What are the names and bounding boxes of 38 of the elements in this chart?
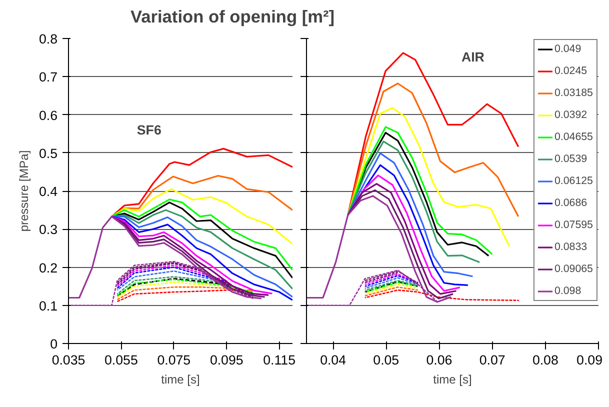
x-tick-label: 0.09 <box>576 352 603 368</box>
x-tick-label: 0.055 <box>104 352 138 368</box>
y-axis-title: pressure [MPa] <box>16 150 31 232</box>
legend-label: 0.06125 <box>554 175 593 187</box>
x-tick-label: 0.08 <box>532 352 558 368</box>
x-axis-title: time [s] <box>433 372 472 386</box>
annotation: AIR <box>461 49 485 64</box>
legend-label: 0.03185 <box>554 87 593 99</box>
y-tick-label: 0.4 <box>38 184 58 199</box>
legend-label: 0.0539 <box>554 153 588 165</box>
x-tick-label: 0.095 <box>210 352 244 368</box>
legend-label: 0.098 <box>554 285 582 297</box>
legend-label: 0.0245 <box>554 65 588 77</box>
legend-label: 0.0392 <box>554 109 588 121</box>
legend-label: 0.0686 <box>554 197 588 209</box>
chart-title: Variation of opening [m²] <box>130 6 335 26</box>
x-tick-label: 0.075 <box>157 352 191 368</box>
y-tick-label: 0.8 <box>38 32 58 46</box>
y-tick-label: 0 <box>50 336 58 352</box>
y-tick-label: 0.7 <box>38 70 58 85</box>
x-axis-title: time [s] <box>161 372 200 386</box>
legend-label: 0.049 <box>554 43 582 55</box>
y-tick-label: 0.1 <box>38 298 58 314</box>
x-tick-label: 0.035 <box>52 352 86 368</box>
x-tick-label: 0.04 <box>320 352 347 368</box>
x-tick-label: 0.07 <box>479 352 506 368</box>
legend-label: 0.09065 <box>554 263 593 275</box>
y-tick-label: 0.6 <box>38 108 58 123</box>
legend-label: 0.07595 <box>554 219 593 231</box>
x-tick-label: 0.06 <box>426 352 452 368</box>
y-tick-label: 0.3 <box>38 222 58 238</box>
y-tick-label: 0.5 <box>38 146 58 161</box>
legend-label: 0.0833 <box>554 241 588 253</box>
x-tick-label: 0.05 <box>373 352 400 368</box>
x-tick-label: 0.115 <box>263 352 296 368</box>
y-tick-label: 0.2 <box>38 260 58 276</box>
legend-label: 0.04655 <box>554 131 593 143</box>
annotation: SF6 <box>136 122 162 138</box>
